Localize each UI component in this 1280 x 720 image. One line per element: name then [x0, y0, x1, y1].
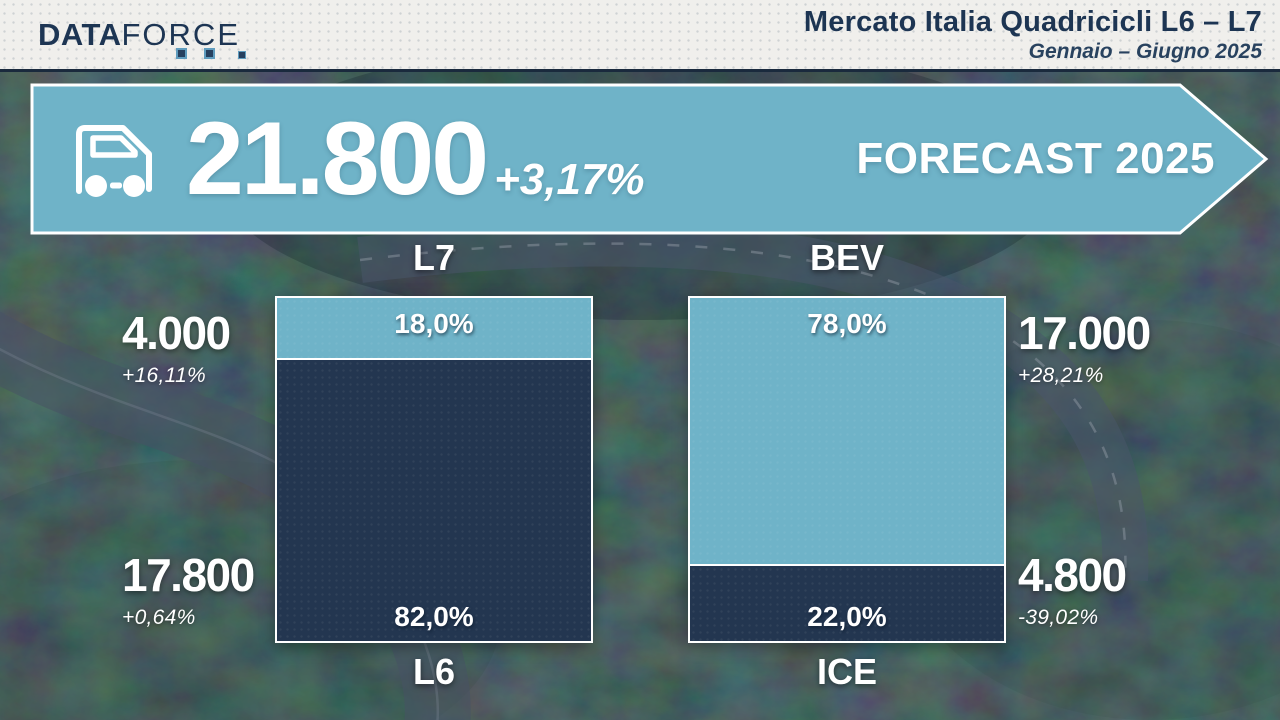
page-subtitle: Gennaio – Giugno 2025: [1028, 39, 1262, 63]
stacked-bar-l7-l6: 18,0% 82,0%: [275, 296, 593, 643]
logo-square-icon: [204, 48, 215, 59]
stat-ice: 4.800 -39,02%: [1018, 549, 1127, 629]
stat-bev-change: +28,21%: [1018, 364, 1104, 387]
category-label-bev: BEV: [809, 237, 885, 278]
stat-bev: 17.000 +28,21%: [1018, 307, 1151, 387]
stat-l6: 17.800 +0,64%: [122, 549, 255, 629]
van-icon: [76, 125, 152, 197]
stat-ice-volume: 4.800: [1018, 549, 1127, 601]
logo-text-light: FORCE: [121, 17, 240, 52]
forecast-total-value: 21.800: [186, 100, 489, 217]
category-label-ice: ICE: [816, 651, 877, 692]
forecast-total-group: 21.800 +3,17%: [186, 100, 645, 217]
stat-l7: 4.000 +16,11%: [122, 307, 231, 387]
stat-l7-change: +16,11%: [122, 364, 207, 387]
logo-square-icon: [176, 48, 187, 59]
stat-l7-volume: 4.000: [122, 307, 231, 359]
three-squares-icon: [176, 48, 246, 59]
forecast-banner: 21.800 +3,17% FORECAST 2025: [30, 83, 1270, 235]
banner-content: 21.800 +3,17% FORECAST 2025: [30, 83, 1270, 235]
stat-bev-volume: 17.000: [1018, 307, 1151, 359]
segment-share-label-l6: 82,0%: [394, 600, 474, 632]
header-bar: DATAFORCE Mercato Italia Quadricicli L6 …: [0, 0, 1280, 72]
segment-share-label-ice: 22,0%: [807, 600, 887, 632]
logo-text-bold: DATA: [38, 17, 122, 52]
banner-arrow-polygon: [30, 83, 1269, 235]
forecast-tag: FORECAST 2025: [856, 134, 1215, 183]
stat-l6-volume: 17.800: [122, 549, 255, 601]
forecast-total-change: +3,17%: [494, 154, 645, 204]
banner-arrow-shape: [30, 83, 1269, 235]
page-title: Mercato Italia Quadricicli L6 – L7: [803, 5, 1262, 38]
segment-share-label-l7: 18,0%: [394, 308, 474, 339]
category-label-l6: L6: [412, 651, 455, 692]
bar-segment-l6: 82,0%: [277, 359, 591, 641]
bar-segment-bev: 78,0%: [690, 298, 1004, 566]
segment-share-label-bev: 78,0%: [807, 308, 887, 339]
bar-segment-ice: 22,0%: [690, 565, 1004, 641]
stat-l6-change: +0,64%: [122, 606, 196, 629]
bar-segment-l7: 18,0%: [277, 298, 591, 360]
category-label-l7: L7: [412, 237, 455, 278]
header-titles: Mercato Italia Quadricicli L6 – L7 Genna…: [804, 6, 1270, 64]
stat-ice-change: -39,02%: [1018, 606, 1099, 629]
stacked-bar-bev-ice: 78,0% 22,0%: [688, 296, 1006, 643]
logo-square-icon: [238, 51, 246, 59]
brand-logo: DATAFORCE: [38, 17, 318, 59]
